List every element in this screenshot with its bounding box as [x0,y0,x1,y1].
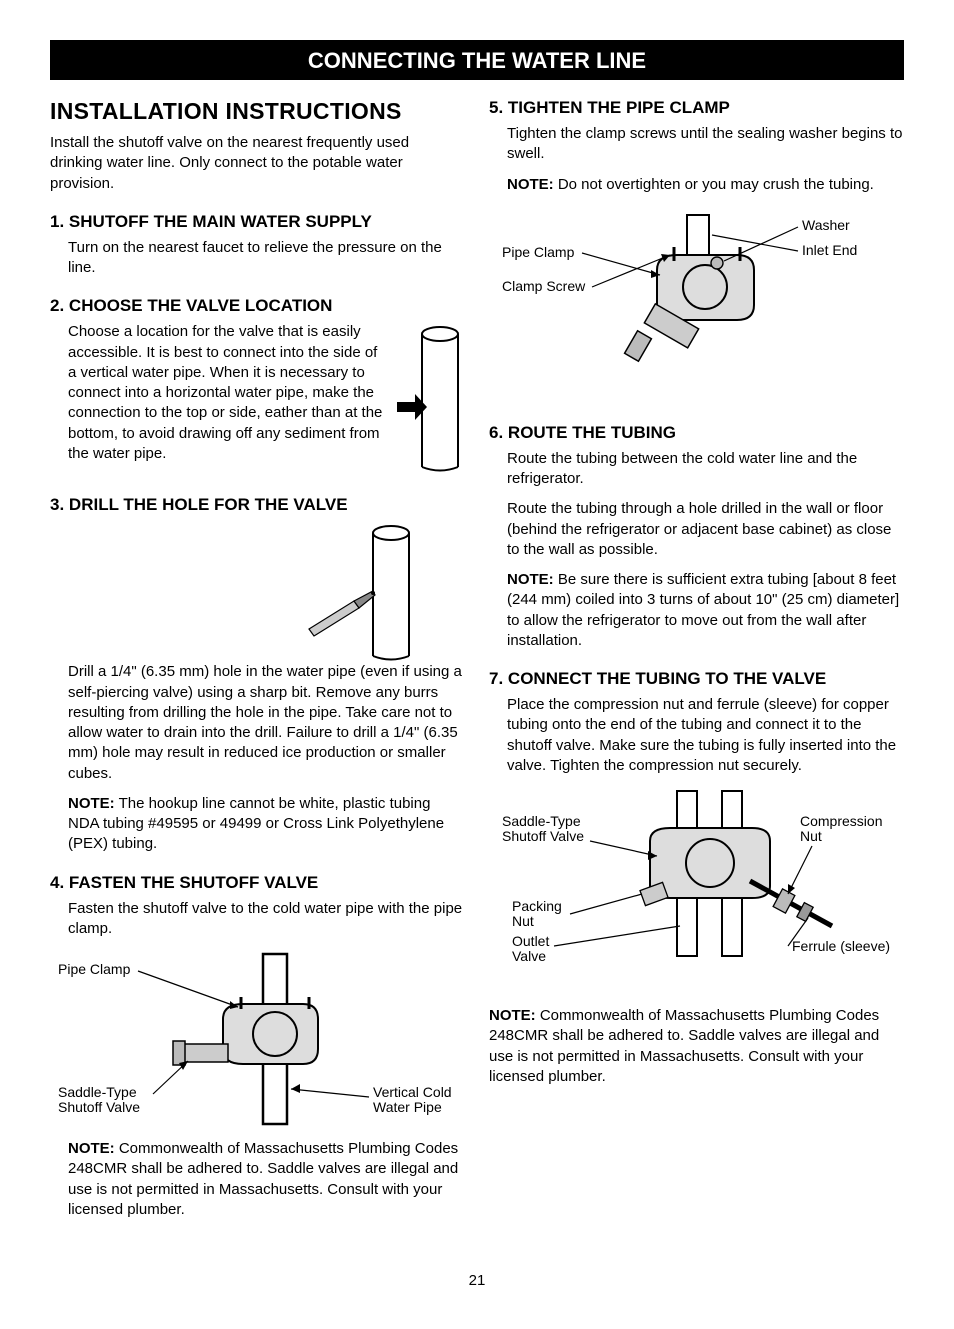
lbl-pipe-clamp-5: Pipe Clamp [502,244,575,260]
tighten-diagram: Washer Inlet End Pipe Clamp Clamp Screw [492,205,902,405]
step-4-note-text: Commonwealth of Massachusetts Plumbing C… [68,1140,458,1218]
step-5-heading: 5. TIGHTEN THE PIPE CLAMP [489,98,904,118]
lbl7-pack2: Nut [512,913,534,929]
step-6: 6. ROUTE THE TUBING Route the tubing bet… [489,423,904,651]
left-column: INSTALLATION INSTRUCTIONS Install the sh… [50,98,465,1238]
step-1: 1. SHUTOFF THE MAIN WATER SUPPLY Turn on… [50,212,465,279]
step-2-text: Choose a location for the valve that is … [68,322,387,464]
step-3-title: DRILL THE HOLE FOR THE VALVE [69,495,348,514]
page: CONNECTING THE WATER LINE INSTALLATION I… [0,0,954,1329]
page-number: 21 [50,1272,904,1289]
step-3-row [50,521,465,666]
step-7-figure: Saddle-Type Shutoff Valve Compression Nu… [489,786,904,996]
lbl-saddle2: Shutoff Valve [58,1099,140,1115]
step-6-p2: Route the tubing through a hole drilled … [507,499,904,560]
step-2-title: CHOOSE THE VALVE LOCATION [69,296,333,315]
step-3-heading: 3. DRILL THE HOLE FOR THE VALVE [50,495,465,515]
step-7-text: Place the compression nut and ferrule (s… [507,695,904,776]
step-3-note-label: NOTE: [68,795,115,812]
lbl-washer: Washer [802,217,850,233]
step-6-p1: Route the tubing between the cold water … [507,449,904,490]
step-7-body: Place the compression nut and ferrule (s… [489,695,904,776]
step-7-heading: 7. CONNECT THE TUBING TO THE VALVE [489,669,904,689]
installation-heading: INSTALLATION INSTRUCTIONS [50,98,465,125]
step-1-heading: 1. SHUTOFF THE MAIN WATER SUPPLY [50,212,465,232]
clamp-diagram: Pipe Clamp Saddle-Type Shutoff Valve Ver… [53,949,463,1129]
step-3: 3. DRILL THE HOLE FOR THE VALVE [50,495,465,854]
step-5-title: TIGHTEN THE PIPE CLAMP [508,98,730,117]
step-4-note: NOTE: Commonwealth of Massachusetts Plum… [50,1139,465,1220]
step-5-note-label: NOTE: [507,176,554,193]
step-5-body: Tighten the clamp screws until the seali… [489,124,904,195]
lbl-vcold1: Vertical Cold [373,1084,452,1100]
step-7-note: NOTE: Commonwealth of Massachusetts Plum… [489,1006,904,1087]
lbl-saddle1: Saddle-Type [58,1084,137,1100]
step-5: 5. TIGHTEN THE PIPE CLAMP Tighten the cl… [489,98,904,405]
step-4-text: Fasten the shutoff valve to the cold wat… [68,899,465,940]
step-2-heading: 2. CHOOSE THE VALVE LOCATION [50,296,465,316]
step-1-body: Turn on the nearest faucet to relieve th… [50,238,465,279]
step-3-note: NOTE: The hookup line cannot be white, p… [50,794,465,855]
lbl-vcold2: Water Pipe [373,1099,442,1115]
intro-text: Install the shutoff valve on the nearest… [50,133,465,194]
lbl7-pack1: Packing [512,898,562,914]
step-6-body: Route the tubing between the cold water … [489,449,904,651]
step-5-note-text: Do not overtighten or you may crush the … [554,176,874,193]
step-4-figure: Pipe Clamp Saddle-Type Shutoff Valve Ver… [50,949,465,1129]
step-5-text: Tighten the clamp screws until the seali… [507,124,904,165]
step-6-num: 6. [489,423,503,442]
lbl-inlet: Inlet End [802,242,857,258]
step-7-title: CONNECT THE TUBING TO THE VALVE [508,669,826,688]
lbl7-out1: Outlet [512,933,549,949]
lbl-pipe-clamp: Pipe Clamp [58,961,131,977]
step-3-note-text: The hookup line cannot be white, plastic… [68,795,444,853]
step-6-note: NOTE: Be sure there is sufficient extra … [507,570,904,651]
step-2-row: Choose a location for the valve that is … [50,322,465,477]
step-4-num: 4. [50,873,64,892]
step-1-num: 1. [50,212,64,231]
lbl-clamp-screw: Clamp Screw [502,278,586,294]
pipe-icon [395,322,465,472]
lbl7-comp1: Compression [800,813,882,829]
columns: INSTALLATION INSTRUCTIONS Install the sh… [50,98,904,1238]
step-4-note-label: NOTE: [68,1140,115,1157]
step-3-num: 3. [50,495,64,514]
step-1-text: Turn on the nearest faucet to relieve th… [68,238,465,279]
step-1-title: SHUTOFF THE MAIN WATER SUPPLY [69,212,372,231]
step-2-figure [395,322,465,477]
step-2: 2. CHOOSE THE VALVE LOCATION Choose a lo… [50,296,465,477]
step-4-title: FASTEN THE SHUTOFF VALVE [69,873,318,892]
lbl7-ferrule: Ferrule (sleeve) [792,938,890,954]
step-5-num: 5. [489,98,503,117]
lbl7-saddle1: Saddle-Type [502,813,581,829]
step-3-body: Drill a 1/4" (6.35 mm) hole in the water… [50,662,465,784]
step-3-text: Drill a 1/4" (6.35 mm) hole in the water… [68,662,465,784]
drill-icon [299,521,419,661]
step-4-heading: 4. FASTEN THE SHUTOFF VALVE [50,873,465,893]
lbl7-comp2: Nut [800,828,822,844]
step-4-body: Fasten the shutoff valve to the cold wat… [50,899,465,940]
step-3-figure [299,521,419,666]
step-7-note-text: Commonwealth of Massachusetts Plumbing C… [489,1007,879,1085]
step-4: 4. FASTEN THE SHUTOFF VALVE Fasten the s… [50,873,465,1221]
step-7: 7. CONNECT THE TUBING TO THE VALVE Place… [489,669,904,1087]
step-6-note-text: Be sure there is sufficient extra tubing… [507,571,899,649]
section-banner: CONNECTING THE WATER LINE [50,40,904,80]
right-column: 5. TIGHTEN THE PIPE CLAMP Tighten the cl… [489,98,904,1238]
step-6-title: ROUTE THE TUBING [508,423,676,442]
step-2-body: Choose a location for the valve that is … [50,322,387,464]
step-7-note-label: NOTE: [489,1007,536,1024]
step-6-heading: 6. ROUTE THE TUBING [489,423,904,443]
step-5-figure: Washer Inlet End Pipe Clamp Clamp Screw [489,205,904,405]
step-5-note: NOTE: Do not overtighten or you may crus… [507,175,904,195]
lbl7-out2: Valve [512,948,546,964]
step-7-num: 7. [489,669,503,688]
lbl7-saddle2: Shutoff Valve [502,828,584,844]
step-6-note-label: NOTE: [507,571,554,588]
step-2-num: 2. [50,296,64,315]
connect-diagram: Saddle-Type Shutoff Valve Compression Nu… [492,786,902,996]
